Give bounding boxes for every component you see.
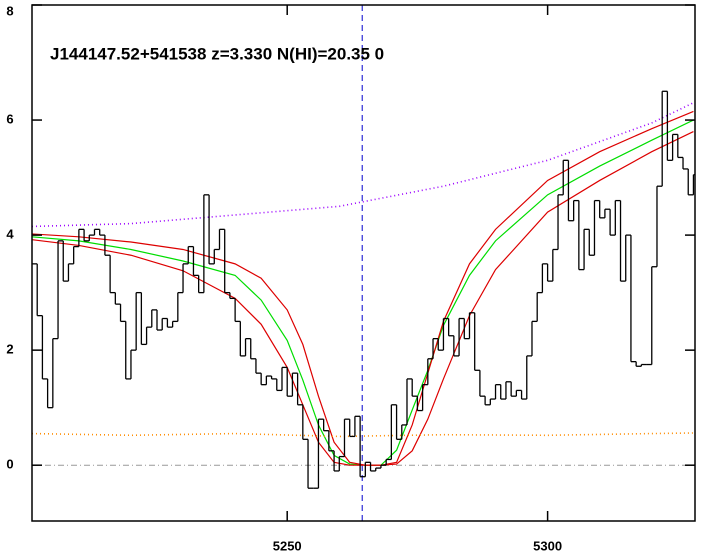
plot-area [32, 5, 695, 521]
model-line [32, 131, 694, 466]
y-tick-label: 2 [6, 342, 13, 357]
plot-frame [31, 4, 696, 522]
x-tick-label: 5250 [273, 538, 302, 553]
y-tick-label: 8 [6, 3, 13, 18]
y-tick-label: 6 [6, 111, 13, 126]
model-line [32, 119, 694, 466]
y-tick-label: 4 [6, 227, 14, 242]
x-tick-label: 5300 [533, 538, 562, 553]
annotation: J144147.52+541538 z=3.330 N(HI)=20.35 0 [50, 44, 384, 63]
y-tick-label: 0 [6, 457, 13, 472]
model-line [32, 110, 694, 466]
model-line [32, 432, 694, 438]
model-line [32, 102, 694, 228]
